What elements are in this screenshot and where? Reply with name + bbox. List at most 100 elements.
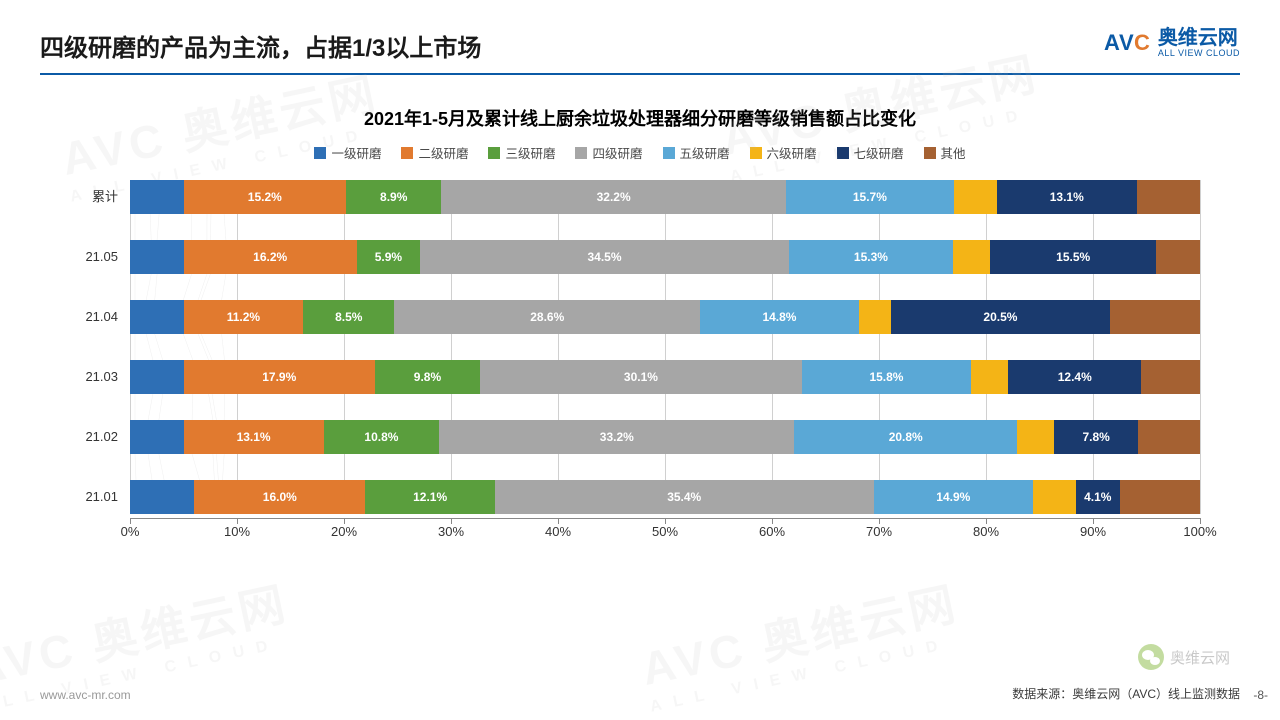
x-tick-label: 80% [973,524,999,539]
bar-segment: 4.1% [1076,480,1120,514]
page-number: -8- [1253,688,1268,702]
slide: AVC 奥维云网ALL VIEW CLOUD AVC 奥维云网ALL VIEW … [0,0,1280,720]
bar-segment: 14.9% [874,480,1033,514]
svg-text:V: V [1119,30,1134,55]
legend-item: 一级研磨 [314,143,381,162]
legend-item: 其他 [924,143,966,162]
header-rule [40,73,1240,75]
bar-segment [1156,240,1200,274]
bar-segment: 15.5% [990,240,1156,274]
bar-segment: 33.2% [439,420,794,454]
legend-label: 其他 [941,143,966,162]
wechat-badge: 奥维云网 [1138,644,1230,670]
legend-swatch [663,147,675,159]
logo-text: 奥维云网 ALL VIEW CLOUD [1158,28,1240,59]
svg-text:C: C [1134,30,1150,55]
bar-segment: 10.8% [324,420,440,454]
bar-segment [130,180,184,214]
page-title: 四级研磨的产品为主流，占据1/3以上市场 [40,28,481,63]
bar-segment: 35.4% [495,480,874,514]
legend-item: 四级研磨 [575,143,642,162]
bar-segment: 16.2% [184,240,357,274]
bar-segment: 14.8% [700,300,858,334]
legend-label: 七级研磨 [854,143,904,162]
header: 四级研磨的产品为主流，占据1/3以上市场 A V C 奥维云网 ALL VIEW… [40,28,1240,63]
bar-row: 11.2%8.5%28.6%14.8%20.5% [130,300,1200,334]
bar-segment: 15.7% [786,180,954,214]
bar-segment: 7.8% [1054,420,1137,454]
bar-segment [1110,300,1200,334]
bar-segment: 32.2% [441,180,786,214]
bar-segment [130,420,184,454]
logo: A V C 奥维云网 ALL VIEW CLOUD [1104,28,1240,59]
legend-swatch [924,147,936,159]
legend-swatch [837,147,849,159]
x-axis: 0%10%20%30%40%50%60%70%80%90%100% [130,518,1200,558]
bar-row: 17.9%9.8%30.1%15.8% 12.4% [130,360,1200,394]
x-tick-label: 50% [652,524,678,539]
bar-segment: 11.2% [184,300,304,334]
bar-segment: 5.9% [357,240,420,274]
bar-segment [1017,420,1054,454]
footer-source: 数据来源：奥维云网（AVC）线上监测数据 [1012,685,1240,702]
bar-row: 15.2%8.9%32.2%15.7%13.1% [130,180,1200,214]
logo-en: ALL VIEW CLOUD [1158,48,1240,59]
bar-segment: 9.8% [375,360,480,394]
bar-segment [954,180,997,214]
bar-segment: 17.9% [184,360,376,394]
legend-label: 二级研磨 [418,143,468,162]
bar-segment [1137,180,1200,214]
logo-avc-icon: A V C [1104,28,1152,58]
svg-text:A: A [1104,30,1120,55]
y-category-label: 21.02 [85,420,118,454]
wechat-icon [1138,644,1164,670]
bar-segment: 12.1% [365,480,494,514]
bar-segment: 13.1% [997,180,1137,214]
bar-row: 13.1%10.8%33.2%20.8%7.8% [130,420,1200,454]
x-tick-label: 90% [1080,524,1106,539]
legend-label: 六级研磨 [767,143,817,162]
x-tick-label: 20% [331,524,357,539]
bar-row: 16.0%12.1%35.4%14.9% 4.1% [130,480,1200,514]
chart-area: 累计15.2%8.9%32.2%15.7%13.1%21.0516.2%5.9%… [130,180,1200,558]
legend-item: 五级研磨 [663,143,730,162]
chart-title: 2021年1-5月及累计线上厨余垃圾处理器细分研磨等级销售额占比变化 [40,105,1240,131]
legend-label: 五级研磨 [680,143,730,162]
bar-row: 16.2%5.9%34.5%15.3% 15.5% [130,240,1200,274]
footer-site: www.avc-mr.com [40,688,131,702]
bar-segment: 8.5% [303,300,394,334]
bar-segment: 13.1% [184,420,324,454]
legend-swatch [575,147,587,159]
bar-segment [130,300,184,334]
chart-plot: 累计15.2%8.9%32.2%15.7%13.1%21.0516.2%5.9%… [130,180,1200,514]
wechat-label: 奥维云网 [1170,647,1230,668]
bar-segment [1033,480,1076,514]
legend: 一级研磨 二级研磨 三级研磨 四级研磨 五级研磨 六级研磨 七级研磨 其他 [40,143,1240,162]
bar-segment: 28.6% [394,300,700,334]
bar-segment: 15.8% [802,360,971,394]
bar-segment [130,480,194,514]
bar-segment: 30.1% [480,360,802,394]
legend-label: 一级研磨 [331,143,381,162]
bar-segment: 15.3% [789,240,953,274]
y-category-label: 21.03 [85,360,118,394]
legend-item: 二级研磨 [401,143,468,162]
bar-segment: 12.4% [1008,360,1141,394]
x-tick-label: 30% [438,524,464,539]
bar-segment: 34.5% [420,240,789,274]
bar-segment [1120,480,1200,514]
x-tick-label: 10% [224,524,250,539]
y-category-label: 21.05 [85,240,118,274]
bar-segment: 16.0% [194,480,365,514]
legend-item: 六级研磨 [750,143,817,162]
x-tick-label: 40% [545,524,571,539]
bar-segment [859,300,891,334]
bar-segment: 15.2% [184,180,347,214]
legend-label: 三级研磨 [505,143,555,162]
bar-segment [130,360,184,394]
bar-segment [1138,420,1200,454]
x-tick-label: 100% [1183,524,1216,539]
bar-segment [1141,360,1200,394]
legend-swatch [314,147,326,159]
x-tick-label: 60% [759,524,785,539]
